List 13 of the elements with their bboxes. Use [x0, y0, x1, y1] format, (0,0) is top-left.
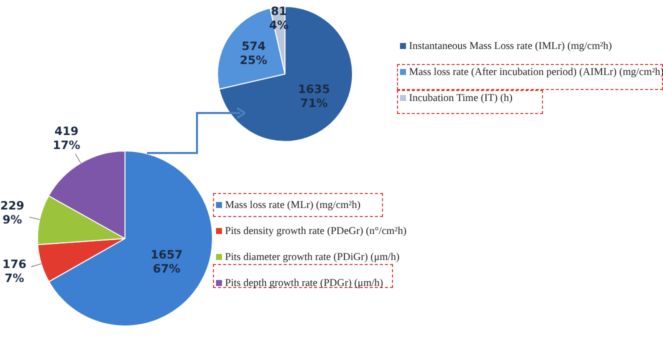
- legend-label: Mass loss rate (MLr) (mg/cm²h): [225, 200, 361, 210]
- data-label: 574 25%: [240, 39, 268, 68]
- legend-label: Mass loss rate (After incubation period) (AIMLr) (mg/cm²h): [409, 66, 663, 78]
- legend-label: Instantaneous Mass Loss rate (IMLr) (mg/cm²h): [409, 40, 612, 52]
- legend-label: Pits density growth rate (PDeGr) (n°/cm²h): [225, 226, 406, 236]
- legend-label: Incubation Time (IT) (h): [409, 92, 513, 104]
- data-label: 229 9%: [0, 198, 24, 226]
- legend-label: Pits diameter growth rate (PDiGr) (μm/h): [225, 252, 400, 262]
- data-label: 176 7%: [2, 256, 26, 285]
- data-label: 1635 71%: [298, 82, 330, 110]
- legend-label: Pits depth growth rate (PDGr) (μm/h): [225, 278, 384, 288]
- data-label: 1657 67%: [150, 248, 183, 276]
- data-label: 419 17%: [52, 124, 81, 152]
